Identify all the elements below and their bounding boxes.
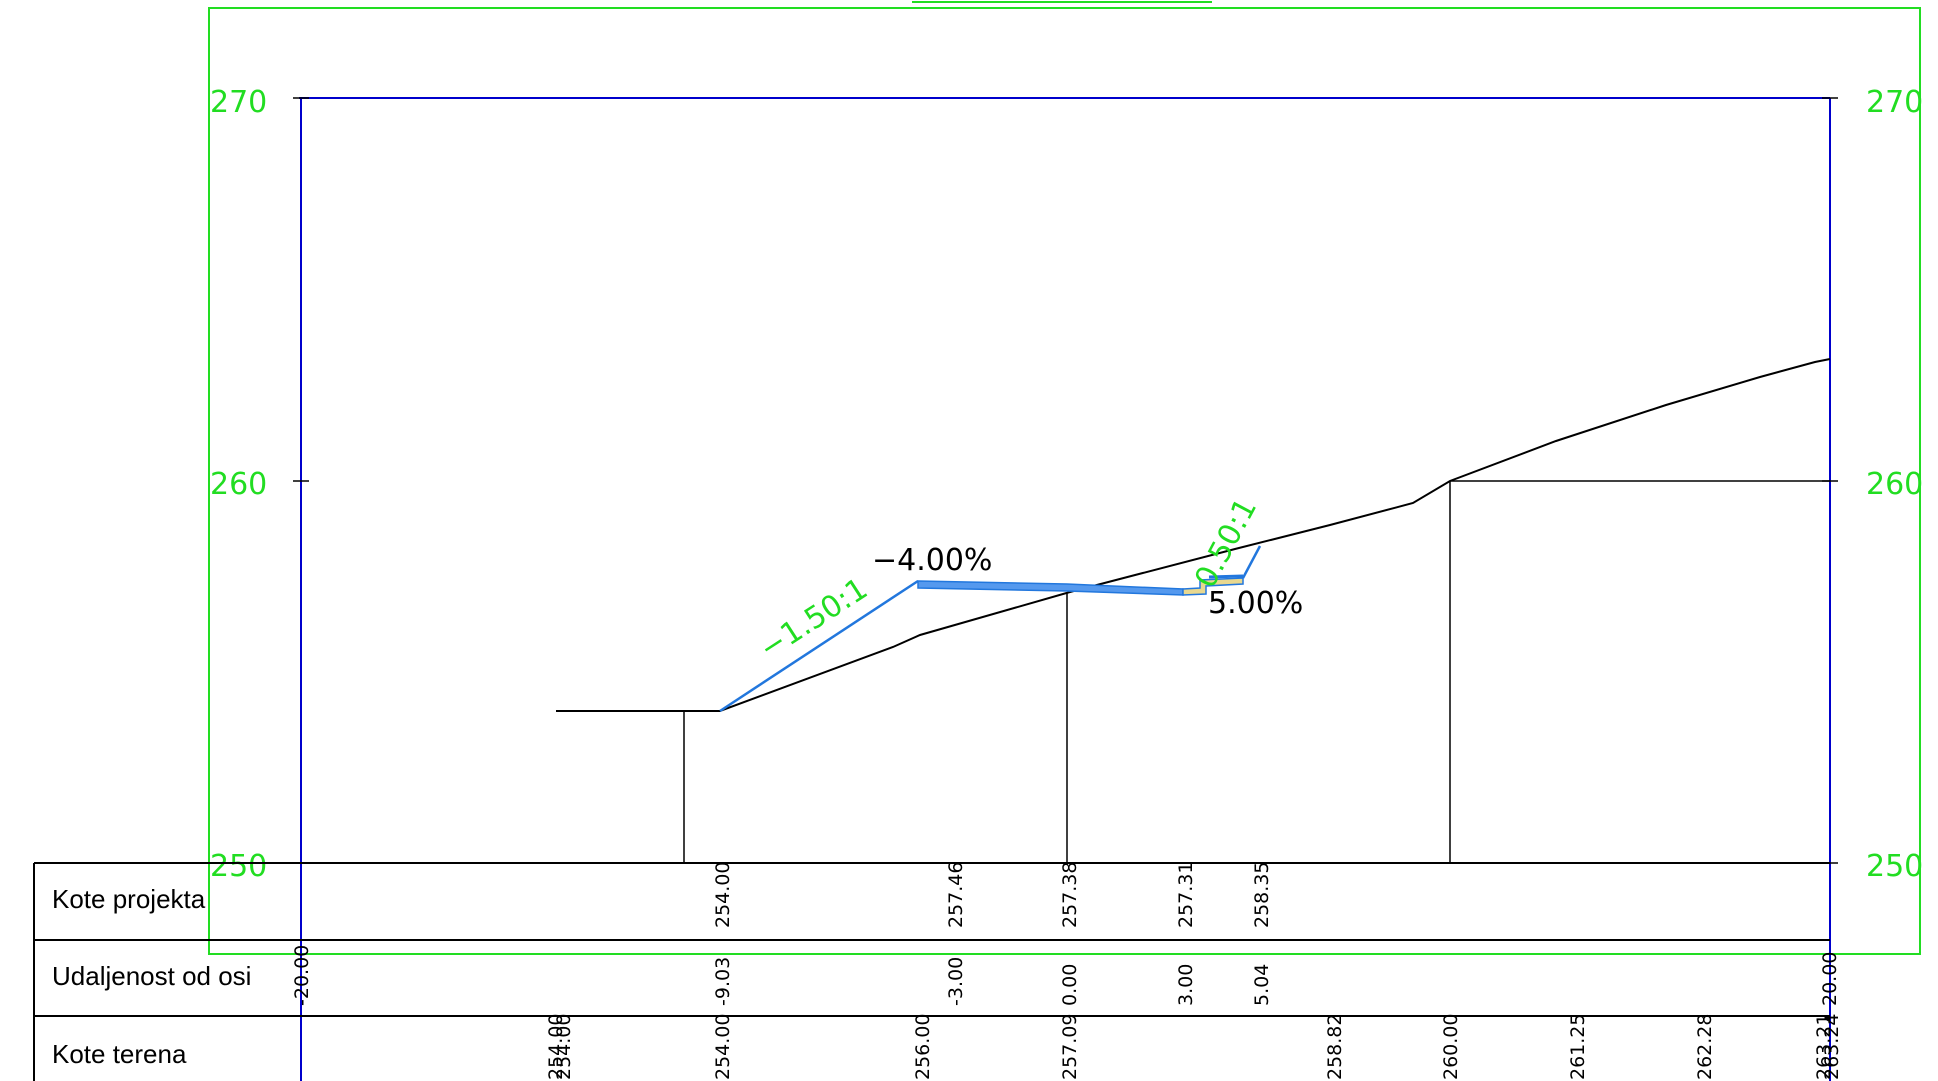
udaljenost-value: -9.03	[712, 957, 734, 1006]
kote-terena-value: 254.00	[712, 1014, 734, 1080]
road-pavement	[917, 580, 1184, 596]
row-label-kote-terena: Kote terena	[52, 1039, 187, 1069]
kote-terena-value: 256.00	[912, 1014, 934, 1080]
elev-label-270-left: 270	[210, 85, 267, 120]
kote-terena-value: 263.24	[1821, 1014, 1843, 1080]
udaljenost-value: -20.00	[291, 945, 313, 1006]
left-slope-ratio-label: −1.50:1	[753, 571, 874, 666]
elev-label-270-right: 270	[1866, 85, 1923, 120]
row-label-kote-projekta: Kote projekta	[52, 884, 206, 914]
udaljenost-value: 5.04	[1251, 964, 1273, 1006]
row-label-udaljenost-od-osi: Udaljenost od osi	[52, 961, 251, 991]
kote-projekta-value: 257.31	[1175, 862, 1197, 928]
kote-terena-value: 254.00	[545, 1014, 567, 1080]
kote-projekta-value: 258.35	[1251, 862, 1273, 928]
kote-projekta-value: 254.00	[712, 862, 734, 928]
kote-terena-value: 254.00	[553, 1014, 575, 1080]
drawing-frame	[208, 7, 1921, 955]
profile-data-table: Kote projekta Udaljenost od osi Kote ter…	[33, 862, 1843, 1081]
elev-label-250-left: 250	[210, 849, 267, 884]
left-embankment-slope	[719, 579, 919, 713]
road-shoulder	[1182, 577, 1244, 596]
left-crossfall-label: −4.00%	[872, 543, 992, 578]
udaljenost-value: 20.00	[1819, 952, 1841, 1006]
udaljenost-value: 0.00	[1059, 964, 1081, 1006]
kote-terena-value: 260.00	[1440, 1014, 1462, 1080]
kote-projekta-value: 257.38	[1059, 862, 1081, 928]
kote-projekta-value: 257.46	[945, 862, 967, 928]
right-crossfall-label: 5.00%	[1208, 586, 1303, 621]
right-ditch-edge	[1208, 574, 1244, 579]
kote-terena-value: 262.28	[1694, 1014, 1716, 1080]
kote-terena-value: 258.82	[1324, 1014, 1346, 1080]
kote-terena-value: 263.21	[1813, 1014, 1835, 1080]
kote-terena-value: 261.25	[1567, 1014, 1589, 1080]
udaljenost-value: -3.00	[945, 957, 967, 1006]
elev-label-260-right: 260	[1866, 467, 1923, 502]
elev-label-260-left: 260	[210, 467, 267, 502]
kote-terena-value: 257.09	[1059, 1014, 1081, 1080]
right-slope-ratio-label: 0.50:1	[1188, 493, 1264, 594]
right-cut-slope	[1241, 545, 1262, 579]
terrain-line	[556, 358, 1831, 712]
udaljenost-value: 3.00	[1175, 964, 1197, 1006]
elev-label-250-right: 250	[1866, 849, 1923, 884]
